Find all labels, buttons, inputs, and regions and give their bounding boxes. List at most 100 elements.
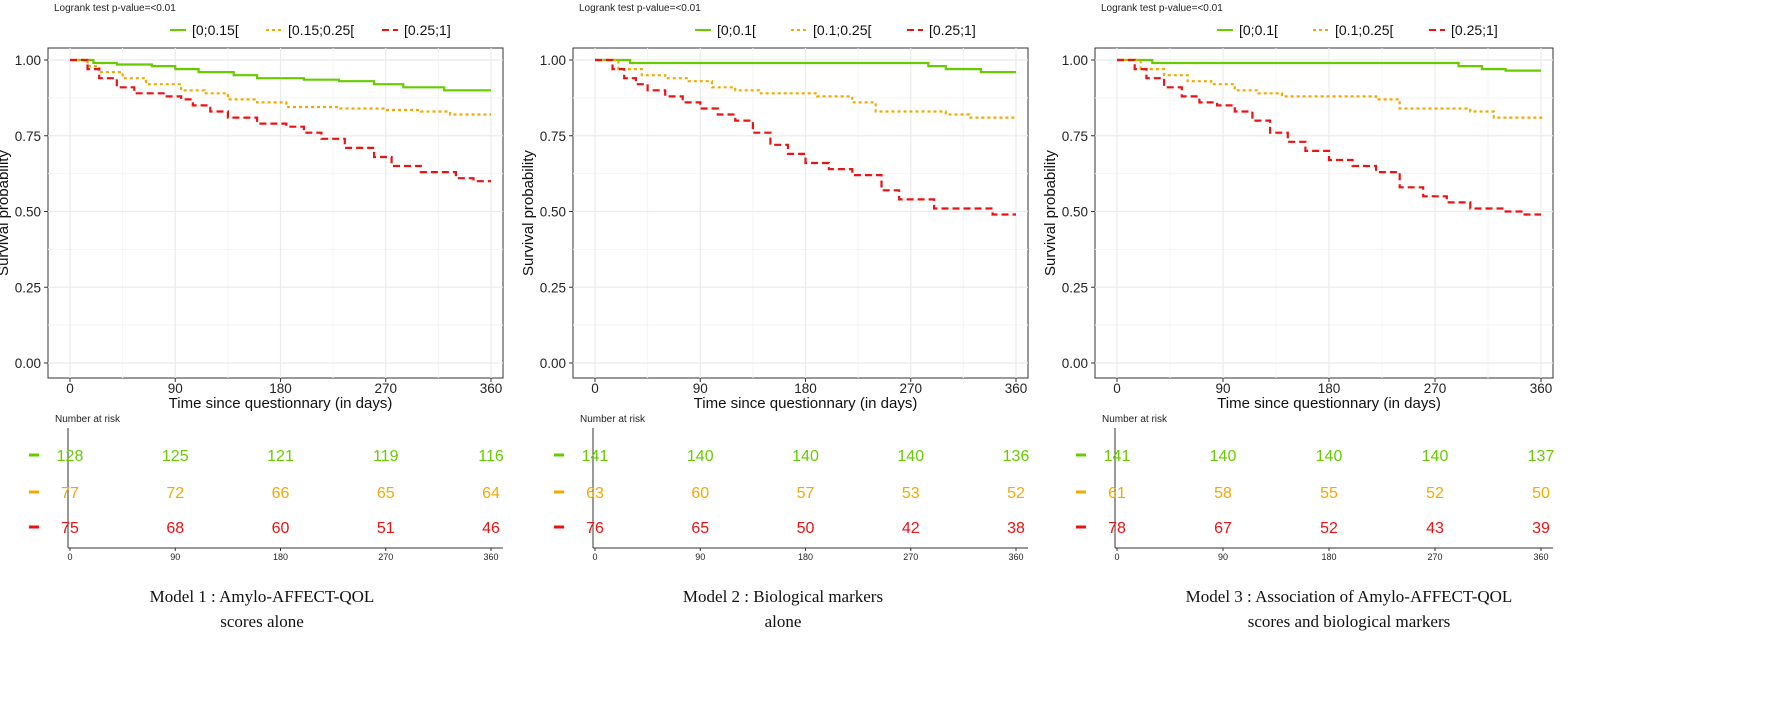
y-tick-label-3: 0.50 bbox=[540, 205, 566, 220]
survival-curve-3 bbox=[595, 58, 1016, 216]
risk-value-r2-c2: 60 bbox=[691, 485, 709, 502]
x-axis-title: Time since questionnary (in days) bbox=[694, 395, 918, 412]
risk-tick-label-4: 270 bbox=[903, 552, 918, 562]
risk-tick-label-2: 90 bbox=[170, 552, 180, 562]
risk-tick-label-2: 90 bbox=[1218, 552, 1228, 562]
risk-value-r3-c1: 76 bbox=[586, 520, 604, 537]
x-tick-label-2: 90 bbox=[693, 381, 708, 396]
y-axis-title: Survival probability bbox=[1042, 150, 1059, 276]
risk-value-r1-c5: 137 bbox=[1528, 448, 1555, 465]
risk-value-r1-c3: 140 bbox=[1316, 448, 1343, 465]
risk-value-r2-c2: 72 bbox=[166, 485, 184, 502]
risk-value-r3-c3: 50 bbox=[797, 520, 815, 537]
risk-value-r3-c4: 43 bbox=[1426, 520, 1444, 537]
y-tick-label-1: 0.00 bbox=[15, 356, 41, 371]
x-tick-label-1: 0 bbox=[591, 381, 599, 396]
risk-value-r1-c4: 140 bbox=[897, 448, 924, 465]
risk-value-r2-c5: 52 bbox=[1007, 485, 1025, 502]
caption-line-2: alone bbox=[765, 612, 802, 631]
logrank-label: Logrank test p-value=<0.01 bbox=[54, 3, 176, 14]
y-tick-label-2: 0.25 bbox=[1062, 280, 1088, 295]
logrank-label: Logrank test p-value=<0.01 bbox=[579, 3, 701, 14]
y-tick-label-5: 1.00 bbox=[15, 53, 41, 68]
risk-value-r1-c5: 116 bbox=[478, 448, 504, 465]
legend-label-2: [0.1;0.25[ bbox=[813, 22, 871, 38]
x-tick-label-4: 270 bbox=[1424, 381, 1447, 396]
legend-label-1: [0;0.15[ bbox=[192, 22, 239, 38]
risk-value-r2-c3: 57 bbox=[797, 485, 815, 502]
x-axis-title: Time since questionnary (in days) bbox=[1217, 395, 1441, 412]
chart-panel-3: Logrank test p-value=<0.01 [0;0.1[[0.1;0.… bbox=[1042, 3, 1554, 631]
y-tick-label-3: 0.50 bbox=[1062, 205, 1088, 220]
caption-line-1: Model 3 : Association of Amylo-AFFECT-QO… bbox=[1186, 587, 1513, 606]
y-tick-label-1: 0.00 bbox=[1062, 356, 1088, 371]
x-tick-label-3: 180 bbox=[269, 381, 292, 396]
survival-curve-2 bbox=[70, 58, 491, 116]
survival-curve-3 bbox=[70, 58, 491, 183]
risk-value-r1-c1: 141 bbox=[1104, 448, 1131, 465]
survival-curve-1 bbox=[1117, 58, 1541, 72]
x-tick-label-1: 0 bbox=[66, 381, 74, 396]
risk-table-title: Number at risk bbox=[580, 414, 646, 425]
risk-tick-label-2: 90 bbox=[695, 552, 705, 562]
y-axis-title: Survival probability bbox=[520, 150, 537, 276]
risk-tick-label-4: 270 bbox=[378, 552, 393, 562]
survival-curve-1 bbox=[595, 58, 1016, 74]
risk-value-r3-c2: 65 bbox=[691, 520, 709, 537]
risk-tick-label-1: 0 bbox=[67, 552, 72, 562]
risk-value-r3-c1: 78 bbox=[1108, 520, 1126, 537]
risk-value-r1-c4: 140 bbox=[1422, 448, 1449, 465]
x-tick-label-5: 360 bbox=[1005, 381, 1028, 396]
risk-tick-label-1: 0 bbox=[592, 552, 597, 562]
survival-curve-1 bbox=[70, 58, 491, 92]
x-tick-label-3: 180 bbox=[794, 381, 817, 396]
survival-curve-2 bbox=[595, 58, 1016, 119]
x-tick-label-4: 270 bbox=[374, 381, 397, 396]
risk-tick-label-4: 270 bbox=[1427, 552, 1442, 562]
x-tick-label-5: 360 bbox=[1530, 381, 1553, 396]
risk-value-r3-c3: 60 bbox=[272, 520, 290, 537]
risk-value-r1-c1: 128 bbox=[57, 448, 84, 465]
risk-tick-label-5: 360 bbox=[1008, 552, 1023, 562]
risk-value-r2-c4: 65 bbox=[377, 485, 395, 502]
risk-value-r2-c2: 58 bbox=[1214, 485, 1232, 502]
caption-line-1: Model 2 : Biological markers bbox=[683, 587, 883, 606]
legend-label-3: [0.25;1] bbox=[929, 22, 976, 38]
y-tick-label-2: 0.25 bbox=[540, 280, 566, 295]
caption-line-2: scores and biological markers bbox=[1248, 612, 1451, 631]
x-tick-label-3: 180 bbox=[1318, 381, 1341, 396]
plot-area bbox=[1094, 47, 1554, 379]
risk-table-title: Number at risk bbox=[55, 414, 121, 425]
caption-line-1: Model 1 : Amylo-AFFECT-QOL bbox=[150, 587, 375, 606]
x-tick-label-4: 270 bbox=[899, 381, 922, 396]
risk-value-r3-c5: 39 bbox=[1532, 520, 1550, 537]
chart-panel-2: Logrank test p-value=<0.01 [0;0.1[[0.1;0.… bbox=[520, 3, 1029, 631]
risk-tick-label-5: 360 bbox=[483, 552, 498, 562]
x-tick-label-5: 360 bbox=[480, 381, 503, 396]
risk-value-r2-c1: 61 bbox=[1108, 485, 1126, 502]
x-tick-label-2: 90 bbox=[1215, 381, 1230, 396]
risk-value-r3-c2: 67 bbox=[1214, 520, 1232, 537]
risk-value-r3-c5: 38 bbox=[1007, 520, 1025, 537]
legend-label-1: [0;0.1[ bbox=[1239, 22, 1278, 38]
risk-tick-label-3: 180 bbox=[273, 552, 288, 562]
risk-value-r1-c1: 141 bbox=[582, 448, 609, 465]
risk-value-r1-c2: 125 bbox=[162, 448, 189, 465]
x-tick-label-2: 90 bbox=[168, 381, 183, 396]
risk-value-r3-c4: 42 bbox=[902, 520, 920, 537]
y-axis-title: Survival probability bbox=[0, 150, 12, 276]
y-tick-label-3: 0.50 bbox=[15, 205, 41, 220]
risk-value-r3-c2: 68 bbox=[166, 520, 184, 537]
survival-curve-3 bbox=[1117, 58, 1541, 216]
risk-value-r1-c2: 140 bbox=[1210, 448, 1237, 465]
chart-panel-1: Logrank test p-value=<0.01 [0;0.15[[0.15;… bbox=[0, 3, 504, 631]
risk-tick-label-1: 0 bbox=[1114, 552, 1119, 562]
risk-value-r1-c4: 119 bbox=[373, 448, 399, 465]
risk-value-r3-c4: 51 bbox=[377, 520, 395, 537]
y-tick-label-4: 0.75 bbox=[540, 129, 566, 144]
risk-value-r3-c5: 46 bbox=[482, 520, 500, 537]
risk-value-r2-c5: 50 bbox=[1532, 485, 1550, 502]
logrank-label: Logrank test p-value=<0.01 bbox=[1101, 3, 1223, 14]
caption-line-2: scores alone bbox=[220, 612, 304, 631]
